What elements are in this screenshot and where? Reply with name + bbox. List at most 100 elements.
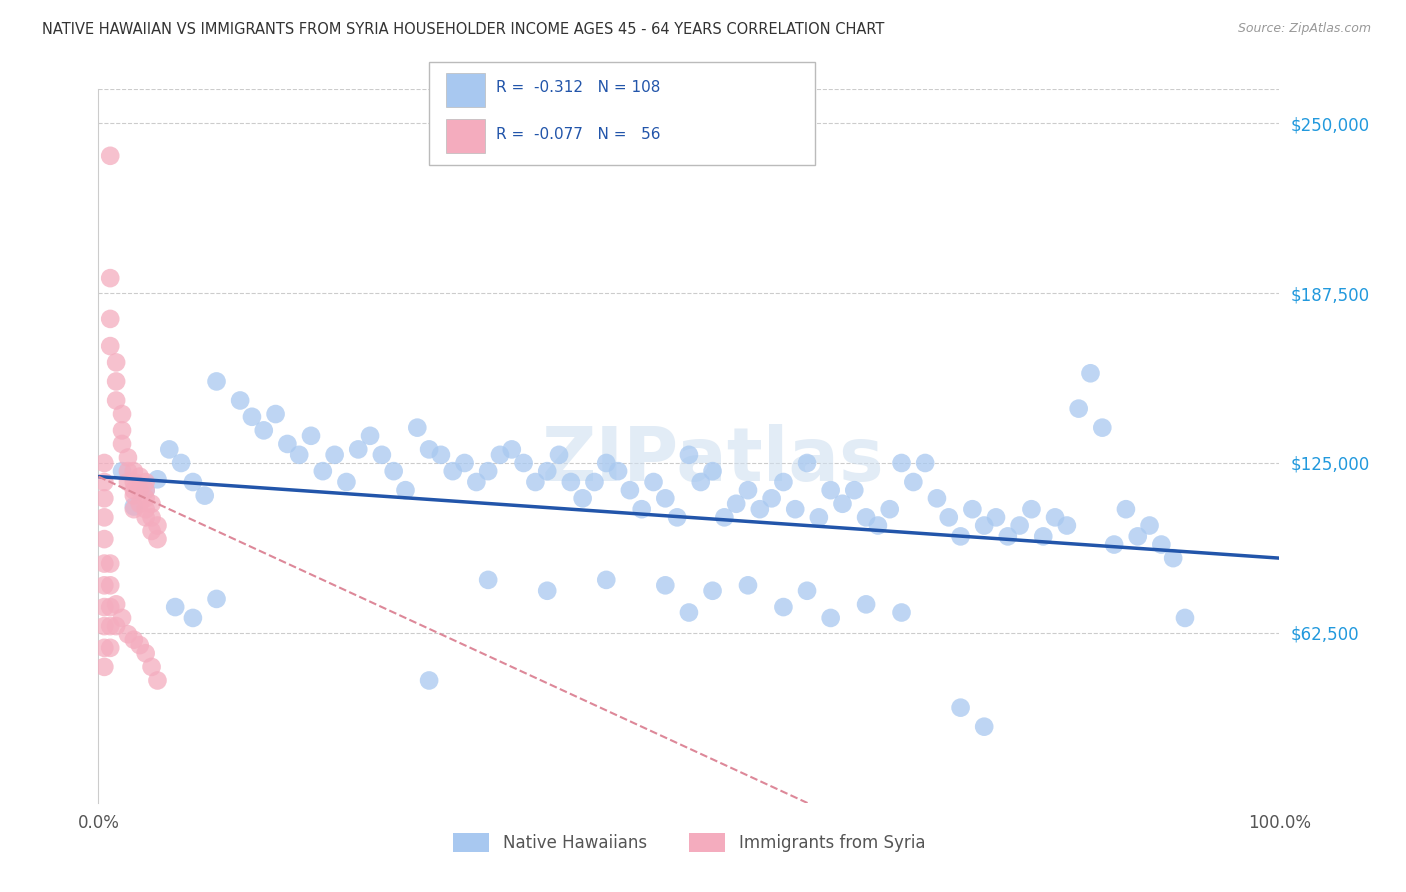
Point	[122, 502, 145, 516]
Point	[128, 497, 150, 511]
Point	[536, 464, 558, 478]
Point	[276, 437, 298, 451]
Point	[772, 475, 794, 489]
Point	[548, 448, 571, 462]
Point	[477, 573, 499, 587]
Point	[973, 518, 995, 533]
Point	[524, 475, 547, 489]
Point	[135, 510, 157, 524]
Point	[938, 510, 960, 524]
Point	[866, 518, 889, 533]
Point	[105, 393, 128, 408]
Point	[105, 375, 128, 389]
Point	[98, 557, 121, 571]
Point	[925, 491, 948, 506]
Point	[93, 491, 115, 506]
Point	[122, 500, 145, 514]
Point	[1161, 551, 1184, 566]
Point	[501, 442, 523, 457]
Point	[135, 491, 157, 506]
Point	[170, 456, 193, 470]
Point	[997, 529, 1019, 543]
Point	[122, 489, 145, 503]
Point	[128, 469, 150, 483]
Point	[678, 606, 700, 620]
Point	[288, 448, 311, 462]
Point	[702, 583, 724, 598]
Point	[93, 600, 115, 615]
Point	[93, 578, 115, 592]
Text: NATIVE HAWAIIAN VS IMMIGRANTS FROM SYRIA HOUSEHOLDER INCOME AGES 45 - 64 YEARS C: NATIVE HAWAIIAN VS IMMIGRANTS FROM SYRIA…	[42, 22, 884, 37]
Point	[194, 489, 217, 503]
Point	[1174, 611, 1197, 625]
Point	[1102, 537, 1125, 551]
Point	[128, 638, 150, 652]
Point	[772, 600, 794, 615]
Point	[111, 423, 134, 437]
Point	[111, 407, 134, 421]
Point	[820, 483, 842, 498]
Point	[761, 491, 783, 506]
Point	[299, 429, 322, 443]
Point	[93, 640, 115, 655]
Point	[748, 502, 770, 516]
Point	[128, 483, 150, 498]
Point	[678, 448, 700, 462]
Point	[93, 557, 115, 571]
Point	[135, 483, 157, 498]
Point	[430, 448, 453, 462]
Point	[489, 448, 512, 462]
Point	[117, 450, 139, 465]
Point	[135, 475, 157, 489]
Point	[571, 491, 593, 506]
Point	[135, 502, 157, 516]
Point	[165, 600, 187, 615]
Point	[702, 464, 724, 478]
Point	[117, 475, 139, 489]
Point	[643, 475, 665, 489]
Point	[146, 532, 169, 546]
Point	[807, 510, 830, 524]
Point	[619, 483, 641, 498]
Point	[135, 483, 157, 498]
Text: R =  -0.312   N = 108: R = -0.312 N = 108	[496, 79, 661, 95]
Point	[855, 510, 877, 524]
Point	[725, 497, 748, 511]
Point	[796, 583, 818, 598]
Point	[105, 355, 128, 369]
Point	[560, 475, 582, 489]
Text: Source: ZipAtlas.com: Source: ZipAtlas.com	[1237, 22, 1371, 36]
Point	[785, 502, 807, 516]
Point	[406, 420, 429, 434]
Point	[1080, 366, 1102, 380]
Point	[595, 573, 617, 587]
Point	[477, 464, 499, 478]
Point	[1056, 518, 1078, 533]
Point	[630, 502, 652, 516]
Point	[382, 464, 405, 478]
Point	[844, 483, 866, 498]
Point	[141, 510, 163, 524]
Point	[666, 510, 689, 524]
Point	[312, 464, 335, 478]
Point	[181, 475, 204, 489]
Point	[890, 456, 912, 470]
Point	[111, 437, 134, 451]
Point	[98, 619, 121, 633]
Point	[1067, 401, 1090, 416]
Point	[98, 312, 121, 326]
Point	[205, 375, 228, 389]
Point	[1126, 529, 1149, 543]
Point	[240, 409, 263, 424]
Point	[146, 673, 169, 688]
Point	[418, 442, 440, 457]
Point	[347, 442, 370, 457]
Point	[98, 339, 121, 353]
Point	[98, 271, 121, 285]
Point	[689, 475, 711, 489]
Point	[371, 448, 394, 462]
Point	[93, 510, 115, 524]
Point	[890, 606, 912, 620]
Point	[141, 524, 163, 538]
Point	[453, 456, 475, 470]
